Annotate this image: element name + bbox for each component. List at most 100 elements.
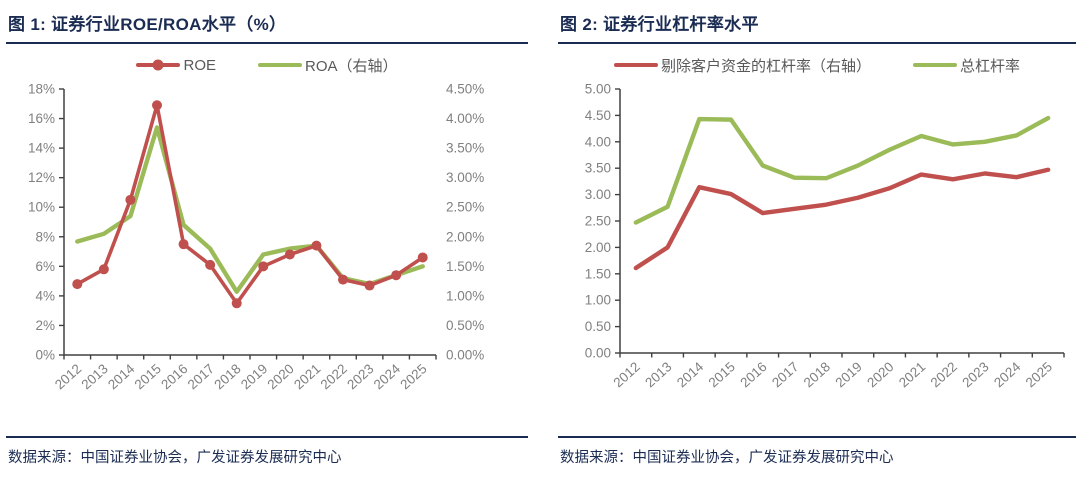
svg-text:3.50: 3.50	[585, 161, 611, 176]
svg-text:16%: 16%	[28, 111, 55, 126]
svg-text:4.00: 4.00	[585, 134, 611, 149]
svg-text:2012: 2012	[610, 359, 642, 390]
leverage-ex-client-line-icon	[613, 63, 658, 67]
series-marker	[364, 280, 375, 291]
left-axis-labels: 0.00 0.50 1.00 1.50 2.00 2.50 3.00 3.50 4.00 4.50…	[585, 82, 620, 361]
svg-text:4.50%: 4.50%	[446, 82, 484, 97]
series-line-总杠杆率	[633, 115, 1051, 225]
svg-text:2.00%: 2.00%	[446, 229, 484, 244]
svg-text:2%: 2%	[35, 318, 55, 333]
svg-text:12%: 12%	[28, 170, 55, 185]
legend-label-roa: ROA（右轴）	[305, 57, 398, 75]
svg-text:5.00: 5.00	[585, 82, 611, 97]
svg-text:2014: 2014	[105, 361, 138, 393]
svg-text:1.00: 1.00	[585, 293, 611, 308]
series-marker	[258, 261, 269, 272]
series-marker	[284, 249, 295, 260]
figure-1-caption-rule	[6, 42, 528, 44]
total-leverage-line-icon	[913, 63, 957, 67]
figure-1-legend: ROE ROA（右轴）	[6, 57, 528, 75]
series-line-ROA（右轴）	[75, 125, 425, 294]
svg-text:2.50: 2.50	[585, 214, 611, 229]
svg-text:1.50: 1.50	[585, 266, 611, 281]
svg-text:2015: 2015	[132, 361, 164, 392]
svg-text:2019: 2019	[238, 361, 270, 392]
figure-1-source: 数据来源：中国证券业协会，广发证券发展研究中心	[6, 436, 528, 467]
svg-text:6%: 6%	[35, 259, 55, 274]
series-marker	[231, 298, 242, 309]
svg-text:2022: 2022	[928, 359, 960, 390]
svg-text:2021: 2021	[896, 359, 928, 390]
series-marker	[338, 274, 348, 285]
leverage-line-chart: 0.00 0.50 1.00 1.50 2.00 2.50 3.00 3.50 4.00 4.50…	[585, 82, 1065, 391]
legend-label-roe: ROE	[183, 56, 216, 74]
svg-text:2020: 2020	[864, 359, 896, 390]
roe-roa-line-chart: 0% 2% 4% 6% 8% 10% 12% 14% 16% 18% 0.00% 0.50% 1.00%…	[28, 82, 484, 393]
series-marker	[125, 194, 136, 205]
svg-text:4%: 4%	[35, 288, 55, 303]
svg-text:2019: 2019	[832, 359, 864, 390]
svg-text:0%: 0%	[35, 348, 55, 363]
svg-text:2012: 2012	[52, 361, 84, 392]
legend-item-leverage-ex-client: 剔除客户资金的杠杆率（右轴）	[613, 55, 871, 76]
svg-text:2025: 2025	[1023, 359, 1055, 390]
legend-label-total-leverage: 总杠杆率	[960, 57, 1021, 75]
svg-text:2023: 2023	[959, 359, 991, 390]
svg-text:2016: 2016	[158, 361, 190, 392]
svg-text:0.50: 0.50	[585, 319, 611, 334]
svg-text:1.50%: 1.50%	[446, 259, 484, 274]
series-lines	[72, 100, 428, 309]
svg-text:2018: 2018	[801, 359, 833, 390]
svg-text:2018: 2018	[211, 361, 243, 392]
legend-label-leverage-ex-client: 剔除客户资金的杠杆率（右轴）	[660, 57, 871, 75]
svg-text:2020: 2020	[264, 361, 296, 392]
svg-text:2.00: 2.00	[585, 240, 611, 255]
figure-1: 图 1: 证券行业ROE/ROA水平（%） ROE ROA（右轴） 0% 2% 4%…	[6, 15, 528, 467]
figure-2-caption: 图 2: 证券行业杠杆率水平	[560, 15, 759, 34]
svg-text:4.50: 4.50	[585, 108, 611, 123]
svg-text:3.00: 3.00	[585, 187, 611, 202]
series-marker	[417, 252, 428, 263]
svg-text:2024: 2024	[991, 359, 1024, 391]
svg-text:18%: 18%	[28, 82, 55, 97]
series-marker	[311, 240, 322, 251]
svg-text:4.00%: 4.00%	[446, 111, 484, 126]
x-axis-labels: 2012201320142015201620172018201920202021…	[52, 361, 430, 393]
svg-text:2.50%: 2.50%	[446, 200, 484, 215]
svg-text:10%: 10%	[28, 200, 55, 215]
svg-text:1.00%: 1.00%	[446, 288, 484, 303]
svg-text:3.50%: 3.50%	[446, 141, 484, 156]
svg-text:2016: 2016	[737, 359, 769, 390]
svg-text:0.00%: 0.00%	[446, 348, 484, 363]
series-marker	[391, 270, 402, 281]
svg-text:2014: 2014	[674, 359, 707, 391]
svg-text:8%: 8%	[35, 229, 55, 244]
figure-2-source-text: 数据来源：中国证券业协会，广发证券发展研究中心	[560, 450, 894, 466]
roe-dot-icon	[152, 59, 164, 71]
svg-text:2023: 2023	[344, 361, 376, 392]
figure-1-caption: 图 1: 证券行业ROE/ROA水平（%）	[8, 15, 287, 34]
figure-2-caption-rule	[558, 42, 1076, 44]
series-marker	[152, 100, 162, 111]
series-marker	[178, 239, 189, 250]
figure-2-legend: 剔除客户资金的杠杆率（右轴） 总杠杆率	[558, 55, 1076, 76]
svg-text:0.00: 0.00	[585, 346, 611, 361]
svg-text:2024: 2024	[371, 361, 404, 393]
right-axis-labels: 0.00% 0.50% 1.00% 1.50% 2.00% 2.50% 3.00% 3.50%…	[446, 82, 484, 363]
svg-text:2021: 2021	[291, 361, 323, 392]
figure-1-source-text: 数据来源：中国证券业协会，广发证券发展研究中心	[8, 450, 342, 466]
svg-text:2025: 2025	[397, 361, 429, 392]
svg-text:2022: 2022	[318, 361, 350, 392]
svg-text:2015: 2015	[706, 359, 738, 390]
axes	[619, 89, 1065, 358]
svg-text:0.50%: 0.50%	[446, 318, 484, 333]
legend-item-roe: ROE	[136, 57, 216, 74]
left-axis-labels: 0% 2% 4% 6% 8% 10% 12% 14% 16% 18%	[28, 82, 64, 363]
series-marker	[98, 264, 109, 275]
series-marker	[72, 279, 83, 290]
figure-2-source: 数据来源：中国证券业协会，广发证券发展研究中心	[558, 436, 1076, 467]
svg-text:2013: 2013	[78, 361, 110, 392]
legend-item-total-leverage: 总杠杆率	[913, 55, 1020, 76]
